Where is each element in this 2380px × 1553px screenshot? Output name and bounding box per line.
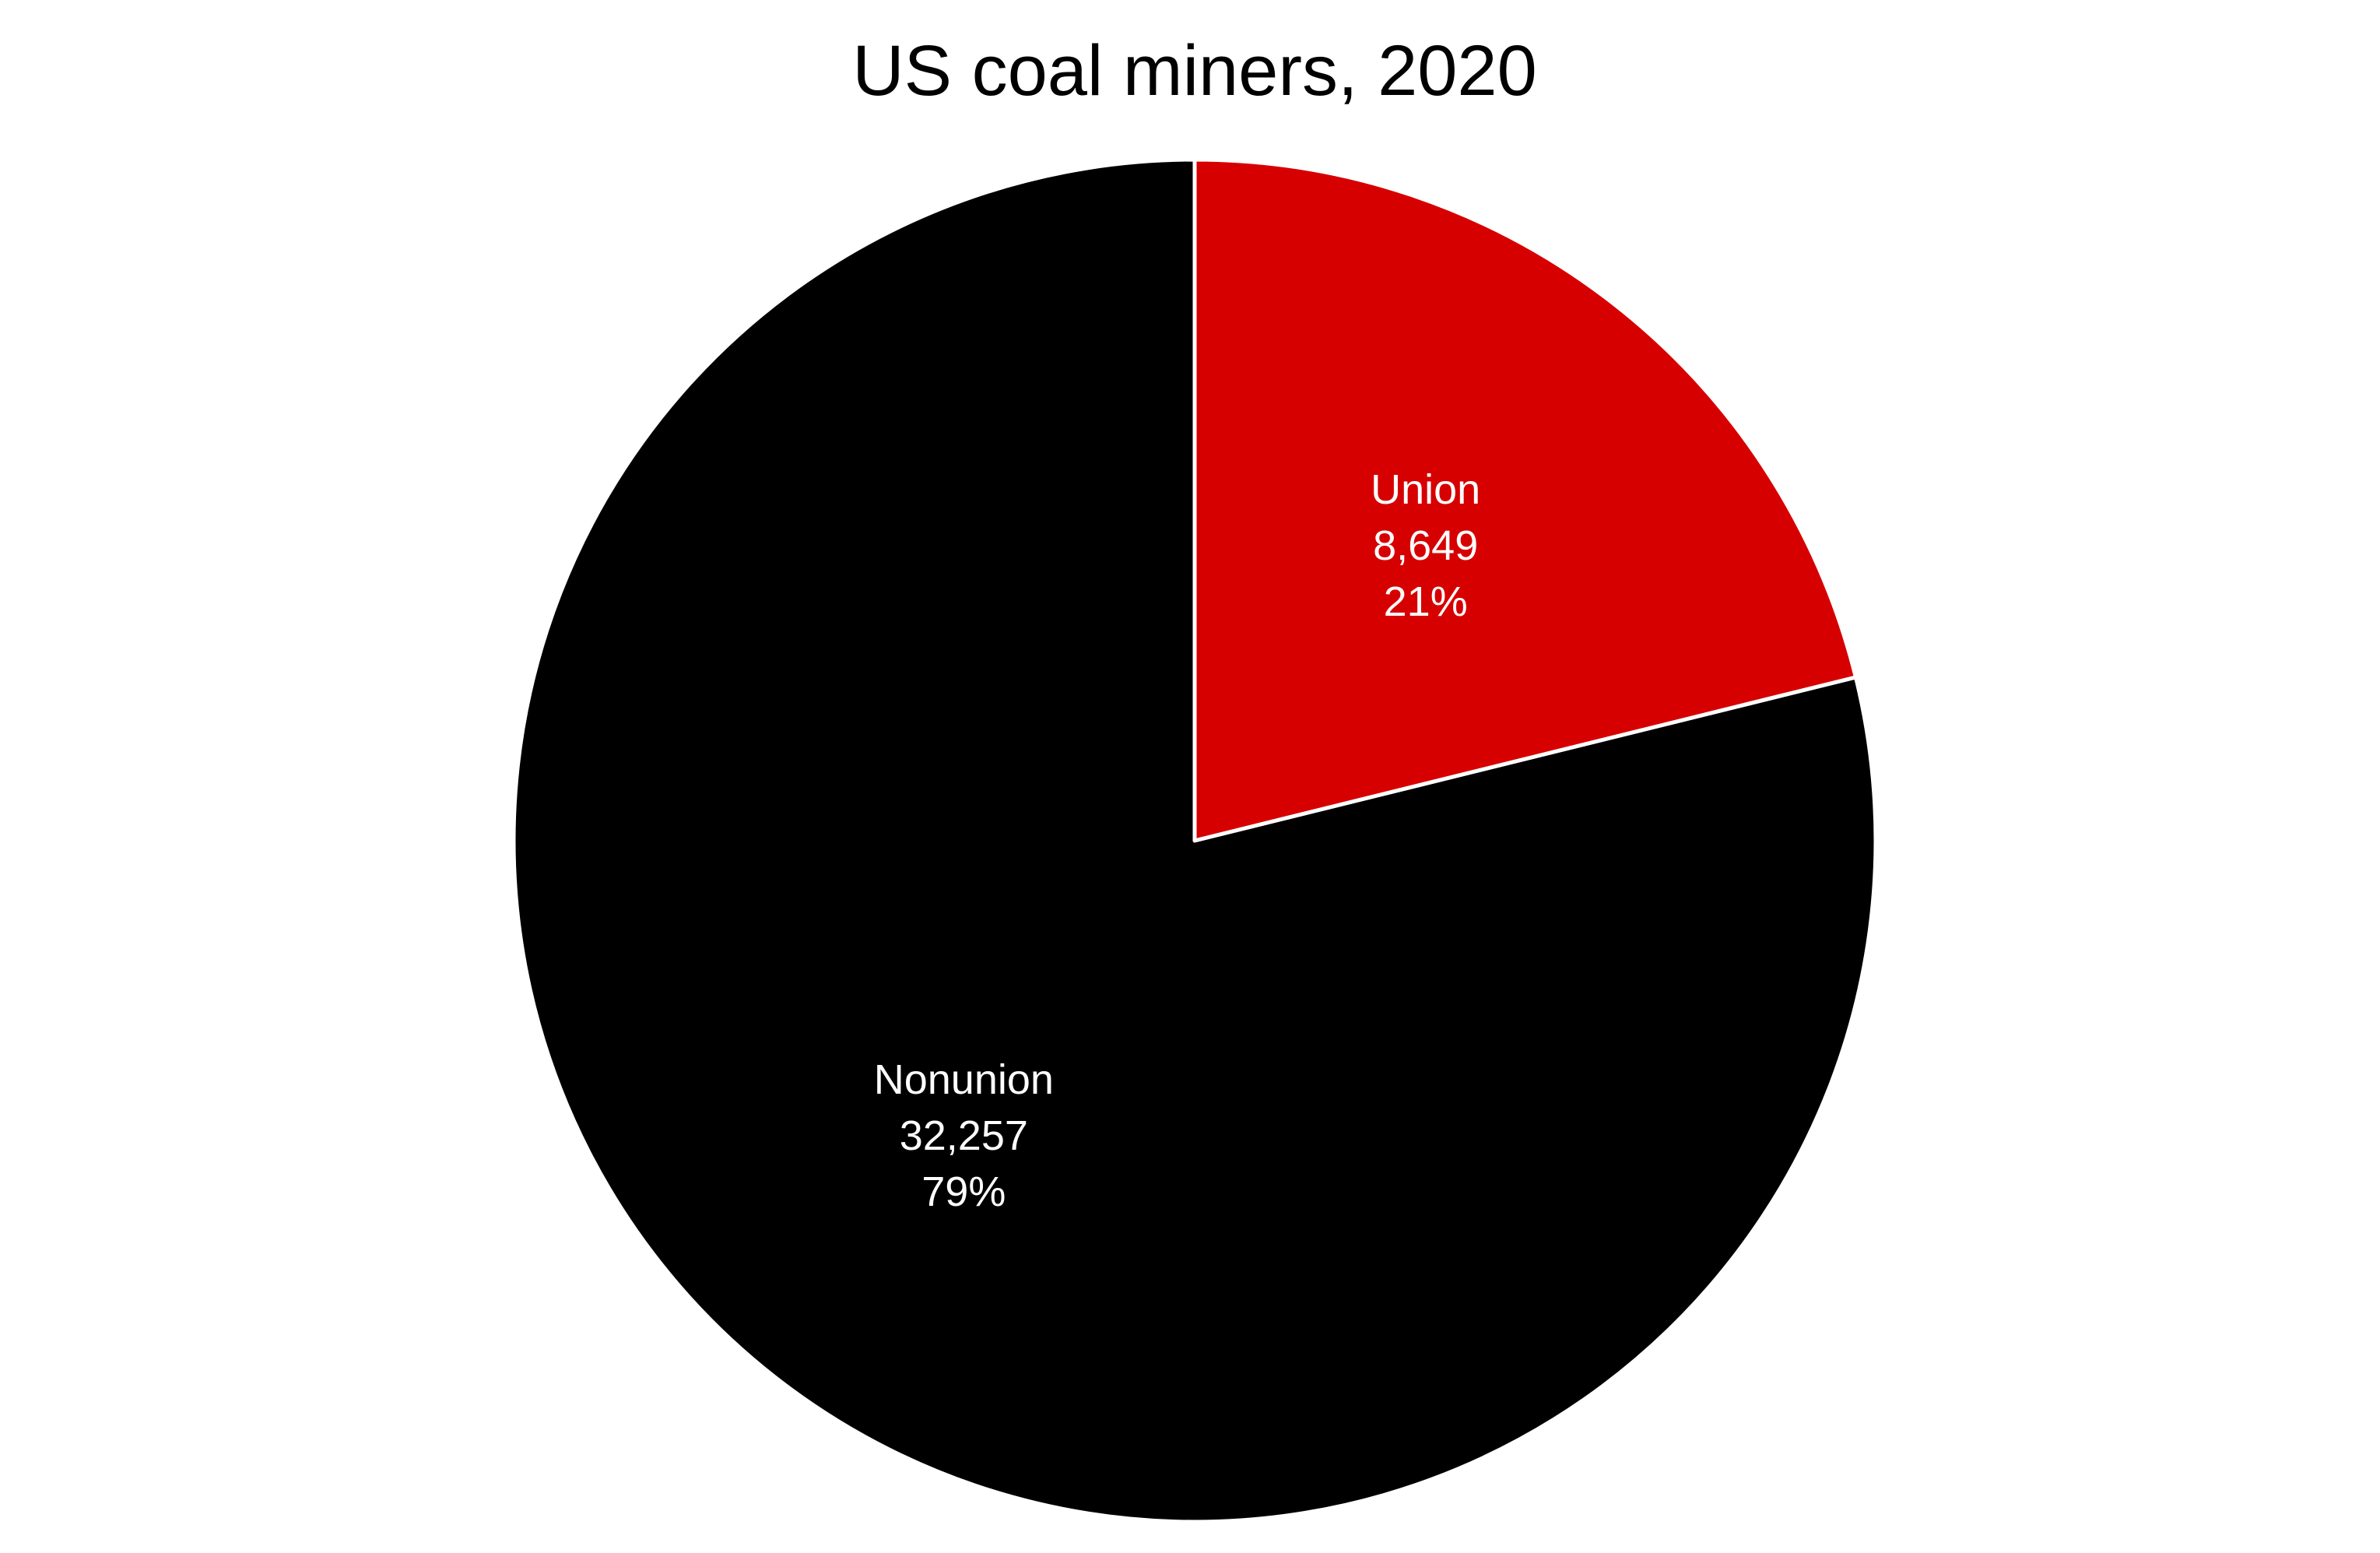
pie-slices — [511, 157, 1878, 1524]
pie-slice-union — [1192, 157, 1858, 843]
pie-slice-nonunion — [511, 157, 1878, 1524]
slice-percent-label-nonunion: 79% — [921, 1168, 1006, 1215]
slice-name-label-union: Union — [1371, 466, 1480, 513]
slice-percent-label-union: 21% — [1384, 578, 1468, 625]
slice-name-label-nonunion: Nonunion — [874, 1056, 1054, 1103]
slice-value-label-nonunion: 32,257 — [900, 1112, 1028, 1159]
slice-value-label-union: 8,649 — [1373, 522, 1478, 569]
chart-title: US coal miners, 2020 — [852, 31, 1537, 111]
pie-slice-labels: Union 8,649 21% Nonunion 32,257 79% — [874, 466, 1480, 1215]
